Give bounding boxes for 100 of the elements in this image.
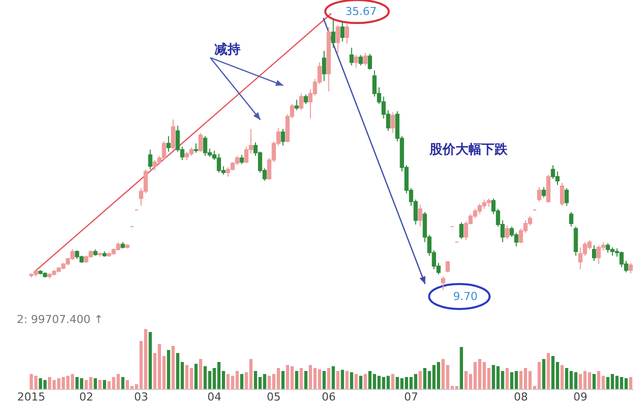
candlestick <box>322 50 326 82</box>
bar <box>300 368 303 389</box>
bar <box>332 366 335 389</box>
candlestick <box>336 24 340 54</box>
bar <box>254 371 258 389</box>
candlestick <box>194 142 198 154</box>
annotation: 股价大幅下跌 <box>428 142 508 158</box>
bar <box>528 371 532 389</box>
candlestick <box>587 240 592 250</box>
bar <box>418 371 422 389</box>
candlestick <box>340 21 345 42</box>
candlestick <box>592 244 596 262</box>
candlestick <box>304 94 308 104</box>
candlestick <box>349 47 354 66</box>
bar <box>121 377 124 389</box>
candlestick <box>550 164 556 180</box>
bar <box>546 353 550 389</box>
bar <box>592 374 596 389</box>
bar <box>615 376 619 389</box>
candlestick <box>564 188 569 206</box>
candlestick <box>441 276 446 290</box>
bar <box>436 362 440 389</box>
bar <box>464 371 468 389</box>
candlestick <box>294 99 299 111</box>
bar <box>166 350 170 389</box>
bar <box>560 365 564 389</box>
x-tick-label: 07 <box>404 390 418 404</box>
bar <box>496 366 500 389</box>
annotation: 减持 <box>214 42 240 58</box>
candlestick <box>619 251 624 268</box>
candlestick <box>542 186 546 198</box>
bar <box>372 374 376 389</box>
bar <box>629 377 632 389</box>
bar <box>190 368 194 389</box>
bar <box>377 376 381 389</box>
bar <box>295 371 298 389</box>
bar <box>38 378 42 389</box>
candlestick <box>240 154 244 165</box>
candlestick <box>354 54 358 68</box>
candlestick <box>148 149 152 170</box>
candlestick <box>368 53 372 70</box>
bar <box>102 380 106 389</box>
bar <box>308 365 312 389</box>
candlestick <box>446 260 450 273</box>
candlestick <box>569 212 574 228</box>
bar <box>318 369 322 389</box>
bar <box>460 347 464 389</box>
candlestick <box>560 182 564 206</box>
bar <box>492 365 496 389</box>
bar <box>542 359 546 389</box>
candlestick <box>390 112 395 134</box>
bar <box>364 374 367 389</box>
candlestick <box>418 204 422 228</box>
bar <box>75 377 79 389</box>
text: 35.67 <box>345 5 377 18</box>
candlestick <box>628 262 633 274</box>
x-tick-label: 04 <box>207 390 222 404</box>
bar <box>404 377 408 389</box>
bar <box>198 359 202 389</box>
candlestick <box>162 140 166 161</box>
bar <box>359 376 362 389</box>
x-tick-label: 2015 <box>17 390 46 404</box>
bar <box>286 365 290 389</box>
bar <box>524 368 528 389</box>
bar <box>583 371 587 389</box>
bar <box>551 356 555 389</box>
bar <box>70 374 74 389</box>
bar <box>354 374 358 389</box>
candlestick <box>171 118 176 150</box>
candlestick <box>363 52 368 66</box>
bar <box>281 371 285 389</box>
x-tick-label: 08 <box>514 390 528 404</box>
candlestick <box>358 54 363 66</box>
x-tick-label: 09 <box>573 390 588 404</box>
candlestick <box>70 248 75 260</box>
bar <box>94 378 97 389</box>
candlestick <box>226 166 230 178</box>
x-tick-label: 02 <box>79 390 94 404</box>
bar <box>148 332 152 389</box>
bar <box>98 380 102 389</box>
bar <box>350 372 354 389</box>
x-tick-label: 06 <box>322 390 336 404</box>
bar <box>313 368 317 389</box>
x-tick-label: 05 <box>266 390 281 404</box>
bar <box>240 374 244 389</box>
bar <box>336 371 340 389</box>
bar <box>304 371 308 389</box>
text: 2: 99707.400 ↑ <box>16 313 104 326</box>
x-tick-label: 03 <box>134 390 148 404</box>
candlestick <box>459 222 464 240</box>
candlestick <box>537 186 542 202</box>
bar <box>620 377 624 389</box>
annotation: 9.70 <box>453 290 478 303</box>
candlestick <box>198 132 203 152</box>
candlestick <box>299 93 304 111</box>
bar <box>391 374 394 389</box>
bar <box>340 370 344 389</box>
bar <box>327 368 330 389</box>
candlestick <box>344 23 350 44</box>
bar <box>172 346 175 389</box>
